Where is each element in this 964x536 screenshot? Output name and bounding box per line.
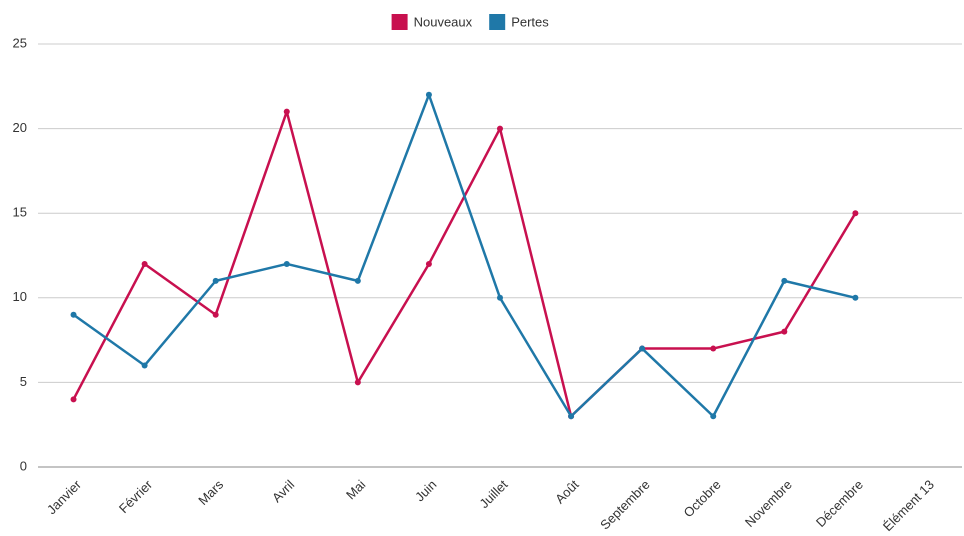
x-tick-label: Juin [412, 477, 439, 504]
data-point [639, 345, 646, 352]
y-tick-label: 5 [20, 374, 27, 389]
x-tick-label: Novembre [742, 477, 795, 530]
legend-swatch [391, 14, 408, 30]
data-point [212, 277, 219, 284]
data-point [852, 294, 859, 301]
y-tick-label: 25 [13, 35, 27, 50]
data-point [70, 396, 77, 403]
x-tick-label: Mars [195, 477, 226, 508]
series-line [72, 93, 856, 418]
data-point [568, 413, 575, 420]
x-tick-label: Janvier [44, 476, 85, 517]
y-tick-label: 10 [13, 289, 27, 304]
data-point [781, 277, 788, 284]
data-point [425, 91, 432, 98]
y-tick-label: 0 [20, 458, 27, 473]
data-point [497, 125, 503, 132]
x-tick-label: Septembre [597, 477, 653, 533]
legend-swatch [489, 14, 506, 30]
data-point [283, 108, 290, 115]
data-point [710, 413, 717, 420]
data-point [141, 362, 148, 369]
x-tick-label: Décembre [813, 477, 866, 530]
data-point [781, 328, 788, 335]
x-tick-label: Juillet [476, 477, 510, 511]
data-point [354, 277, 361, 284]
legend-label: Pertes [511, 14, 549, 29]
x-tick-label: Février [116, 476, 156, 516]
legend-label: Nouveaux [414, 14, 473, 29]
data-point [710, 345, 717, 352]
y-tick-label: 15 [13, 205, 27, 220]
data-point [425, 260, 432, 267]
data-point [212, 311, 219, 318]
x-tick-label: Avril [269, 477, 297, 505]
data-point [283, 260, 290, 267]
data-point [852, 210, 859, 217]
data-point [141, 260, 148, 267]
y-tick-label: 20 [13, 120, 27, 135]
x-tick-label: Août [552, 477, 582, 507]
x-tick-label: Élément 13 [880, 477, 937, 534]
data-point [70, 311, 77, 318]
data-point [354, 379, 361, 386]
x-tick-label: Mai [343, 477, 368, 502]
x-tick-label: Octobre [680, 477, 723, 520]
data-point [497, 294, 503, 301]
